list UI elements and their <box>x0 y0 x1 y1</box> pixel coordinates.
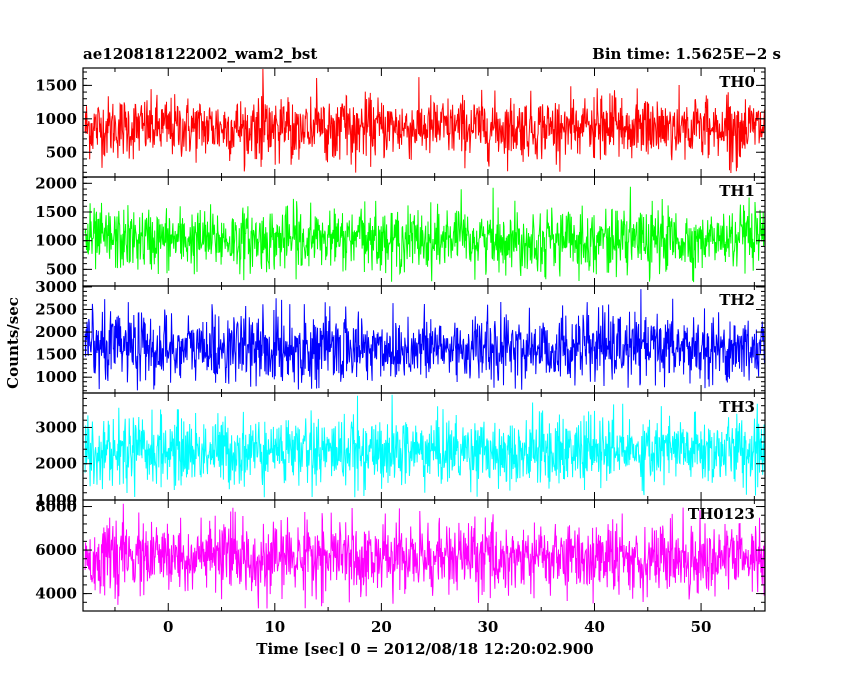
y-tick-label: 1000 <box>35 491 77 509</box>
x-tick-label: 20 <box>371 618 392 636</box>
panel-th3: 1000 2000 3000 TH3 <box>35 392 766 509</box>
y-tick-label: 8000 <box>35 498 77 516</box>
y-tick-label: 1000 <box>35 110 77 128</box>
series-th1 <box>84 186 765 283</box>
panels-group: 500 1000 1500 TH0 500 1000 1500 2000 TH1 1000 1500… <box>35 67 766 612</box>
y-tick-label: 6000 <box>35 541 77 559</box>
y-tick-label: 2000 <box>35 323 77 341</box>
x-tick-label: 30 <box>478 618 499 636</box>
x-tick-label: 50 <box>691 618 712 636</box>
x-tick-label: 40 <box>584 618 605 636</box>
y-tick-label: 4000 <box>35 585 77 603</box>
chart-title-right: Bin time: 1.5625E−2 s <box>592 45 781 63</box>
y-tick-label: 1500 <box>35 76 77 94</box>
y-tick-label: 2000 <box>35 455 77 473</box>
panel-label-th1: TH1 <box>719 182 755 200</box>
x-axis: 0 10 20 30 40 50 <box>163 618 711 636</box>
y-tick-label: 2500 <box>35 300 77 318</box>
y-axis-label: Counts/sec <box>4 297 22 389</box>
x-tick-label: 10 <box>264 618 285 636</box>
y-tick-label: 3000 <box>35 278 77 296</box>
y-tick-label: 1000 <box>35 368 77 386</box>
series-th0123 <box>84 503 765 609</box>
y-tick-label: 500 <box>46 260 77 278</box>
panel-th0: 500 1000 1500 TH0 <box>35 67 766 178</box>
y-tick-label: 500 <box>46 143 77 161</box>
series-th3 <box>84 394 765 498</box>
panel-frame <box>82 499 766 612</box>
chart-title-left: ae120818122002_wam2_bst <box>83 45 317 63</box>
panel-label-th2: TH2 <box>719 291 755 309</box>
y-tick-label: 1000 <box>35 232 77 250</box>
x-axis-label: Time [sec] 0 = 2012/08/18 12:20:02.900 <box>256 640 593 658</box>
panel-th2: 1000 1500 2000 2500 3000 TH2 <box>35 278 766 394</box>
series-th0 <box>84 68 765 174</box>
panel-label-th0: TH0 <box>719 73 755 91</box>
y-tick-label: 1500 <box>35 203 77 221</box>
panel-label-th0123: TH0123 <box>688 505 755 523</box>
series-th2 <box>84 289 765 391</box>
y-tick-label: 2000 <box>35 174 77 192</box>
panel-th0123: 4000 6000 8000 TH0123 <box>35 498 766 612</box>
y-tick-label: 3000 <box>35 418 77 436</box>
panel-label-th3: TH3 <box>719 398 755 416</box>
panel-th1: 500 1000 1500 2000 TH1 <box>35 174 766 287</box>
y-tick-label: 1500 <box>35 346 77 364</box>
x-tick-label: 0 <box>163 618 173 636</box>
